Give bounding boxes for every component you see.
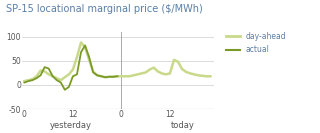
Text: yesterday: yesterday: [49, 121, 92, 130]
Text: today: today: [171, 121, 194, 130]
Legend: day-ahead, actual: day-ahead, actual: [226, 32, 286, 55]
Text: SP-15 locational marginal price ($/MWh): SP-15 locational marginal price ($/MWh): [6, 4, 203, 14]
